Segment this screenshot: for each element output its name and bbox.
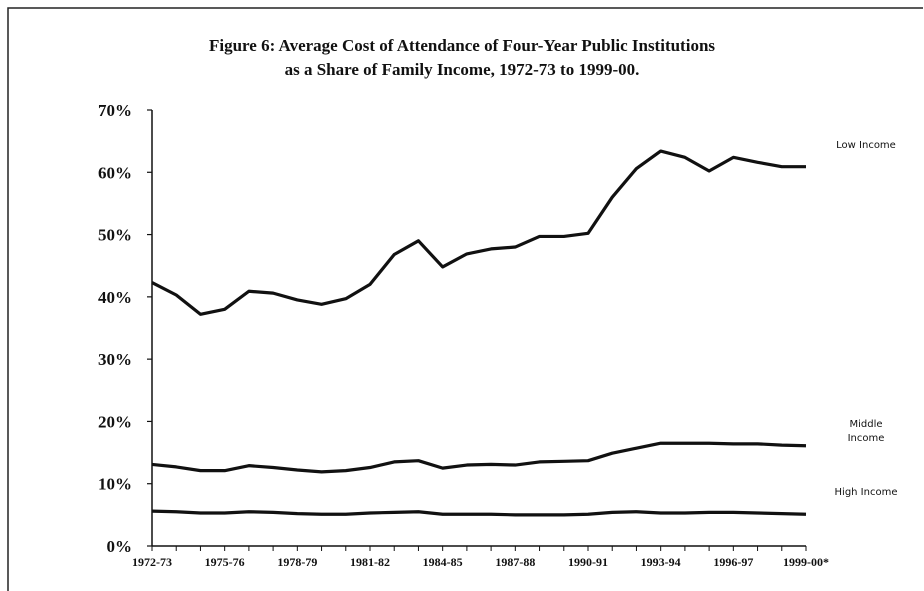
y-tick-label: 20% [98, 412, 132, 431]
y-tick-label: 0% [107, 537, 133, 556]
x-tick-label: 1984-85 [423, 555, 463, 569]
series-line [151, 509, 807, 517]
x-tick-label: 1975-76 [205, 555, 245, 569]
x-tick-label: 1999-00* [783, 555, 829, 569]
chart-title: Figure 6: Average Cost of Attendance of … [208, 36, 716, 79]
y-tick-label: 40% [98, 288, 132, 307]
series-label: Middle Income [847, 418, 885, 444]
x-tick-label: 1981-82 [350, 555, 390, 569]
x-tick-label: 1987-88 [495, 555, 535, 569]
y-tick-label: 30% [98, 350, 132, 369]
series-line [151, 149, 806, 316]
frame [7, 7, 923, 591]
x-tick-label: 1996-97 [713, 555, 753, 569]
series-label: Low Income [836, 139, 896, 151]
y-tick-label: 10% [98, 475, 132, 494]
y-tick-label: 70% [98, 101, 132, 120]
x-tick-label: 1978-79 [277, 555, 317, 569]
series-line [151, 441, 807, 474]
y-tick-label: 50% [98, 226, 132, 245]
x-tick-label: 1972-73 [132, 555, 172, 569]
y-tick-label: 60% [98, 163, 132, 182]
series-label: High Income [834, 487, 898, 499]
x-tick-label: 1990-91 [568, 555, 608, 569]
x-tick-label: 1993-94 [641, 555, 681, 569]
